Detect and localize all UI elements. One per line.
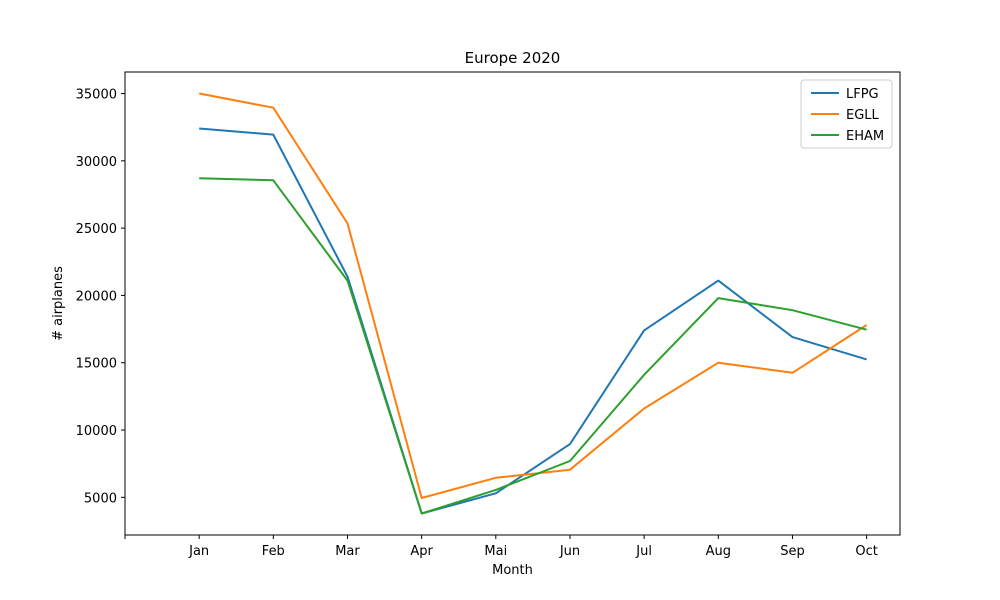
legend-box: [800, 79, 893, 149]
y-tick-label: 30000: [76, 155, 117, 170]
y-tick-label: 35000: [76, 88, 117, 103]
y-axis-label: # airplanes: [51, 266, 66, 341]
x-tick-label: Sep: [780, 544, 805, 559]
x-tick-label: Jul: [635, 544, 652, 559]
x-axis-label: Month: [492, 563, 533, 578]
x-tick-label: Feb: [262, 544, 285, 559]
y-tick-label: 15000: [76, 357, 117, 372]
x-tick-label: Apr: [410, 544, 433, 559]
legend-label: EGLL: [846, 108, 880, 123]
x-tick-label: Jan: [188, 544, 209, 559]
x-tick-label: Jun: [559, 544, 580, 559]
legend-label: EHAM: [846, 129, 884, 144]
x-tick-label: Oct: [855, 544, 877, 559]
y-tick-label: 10000: [76, 424, 117, 439]
y-tick-label: 25000: [76, 222, 117, 237]
series-line-egll: [199, 92, 868, 499]
legend: LFPG EGLL EHAM: [800, 79, 893, 149]
series-line-eham: [199, 177, 867, 515]
y-tick-label: 20000: [76, 289, 117, 304]
x-tick-label: Aug: [706, 544, 731, 559]
series-line-lfpg: [199, 127, 867, 515]
plot-frame: [124, 71, 901, 536]
x-tick-label: Mar: [335, 544, 360, 559]
chart-title: Europe 2020: [465, 49, 561, 67]
y-tick-label: 5000: [84, 491, 117, 506]
legend-label: LFPG: [846, 87, 879, 102]
x-tick-label: Mai: [484, 544, 507, 559]
